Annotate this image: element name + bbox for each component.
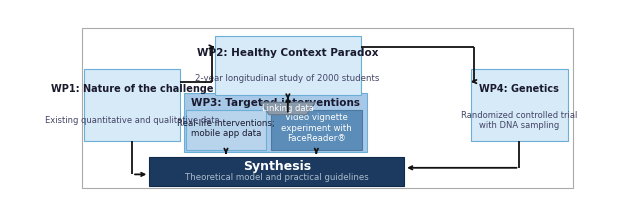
Text: Theoretical model and practical guidelines: Theoretical model and practical guidelin… (185, 173, 369, 182)
Text: Synthesis: Synthesis (243, 160, 311, 173)
FancyBboxPatch shape (270, 110, 362, 150)
FancyBboxPatch shape (84, 68, 180, 141)
FancyBboxPatch shape (471, 68, 567, 141)
Text: 2-year longitudinal study of 2000 students: 2-year longitudinal study of 2000 studen… (196, 74, 380, 83)
Text: WP4: Genetics: WP4: Genetics (479, 84, 559, 94)
Text: Existing quantitative and qualitative data: Existing quantitative and qualitative da… (45, 116, 219, 125)
FancyBboxPatch shape (215, 36, 360, 95)
Text: WP3: Targeted interventions: WP3: Targeted interventions (191, 98, 360, 108)
Text: Video vignette
experiment with
FaceReader®: Video vignette experiment with FaceReade… (281, 113, 351, 143)
Text: WP1: Nature of the challenge: WP1: Nature of the challenge (51, 84, 213, 94)
Text: Randomized controlled trial
with DNA sampling: Randomized controlled trial with DNA sam… (461, 111, 578, 130)
Polygon shape (261, 102, 315, 115)
Text: Linking data: Linking data (262, 104, 314, 113)
FancyBboxPatch shape (184, 93, 367, 152)
Text: Real-life interventions;
mobile app data: Real-life interventions; mobile app data (177, 119, 275, 138)
Text: WP2: Healthy Context Paradox: WP2: Healthy Context Paradox (197, 48, 378, 58)
FancyBboxPatch shape (187, 110, 266, 150)
FancyBboxPatch shape (150, 157, 404, 186)
FancyBboxPatch shape (82, 28, 573, 188)
